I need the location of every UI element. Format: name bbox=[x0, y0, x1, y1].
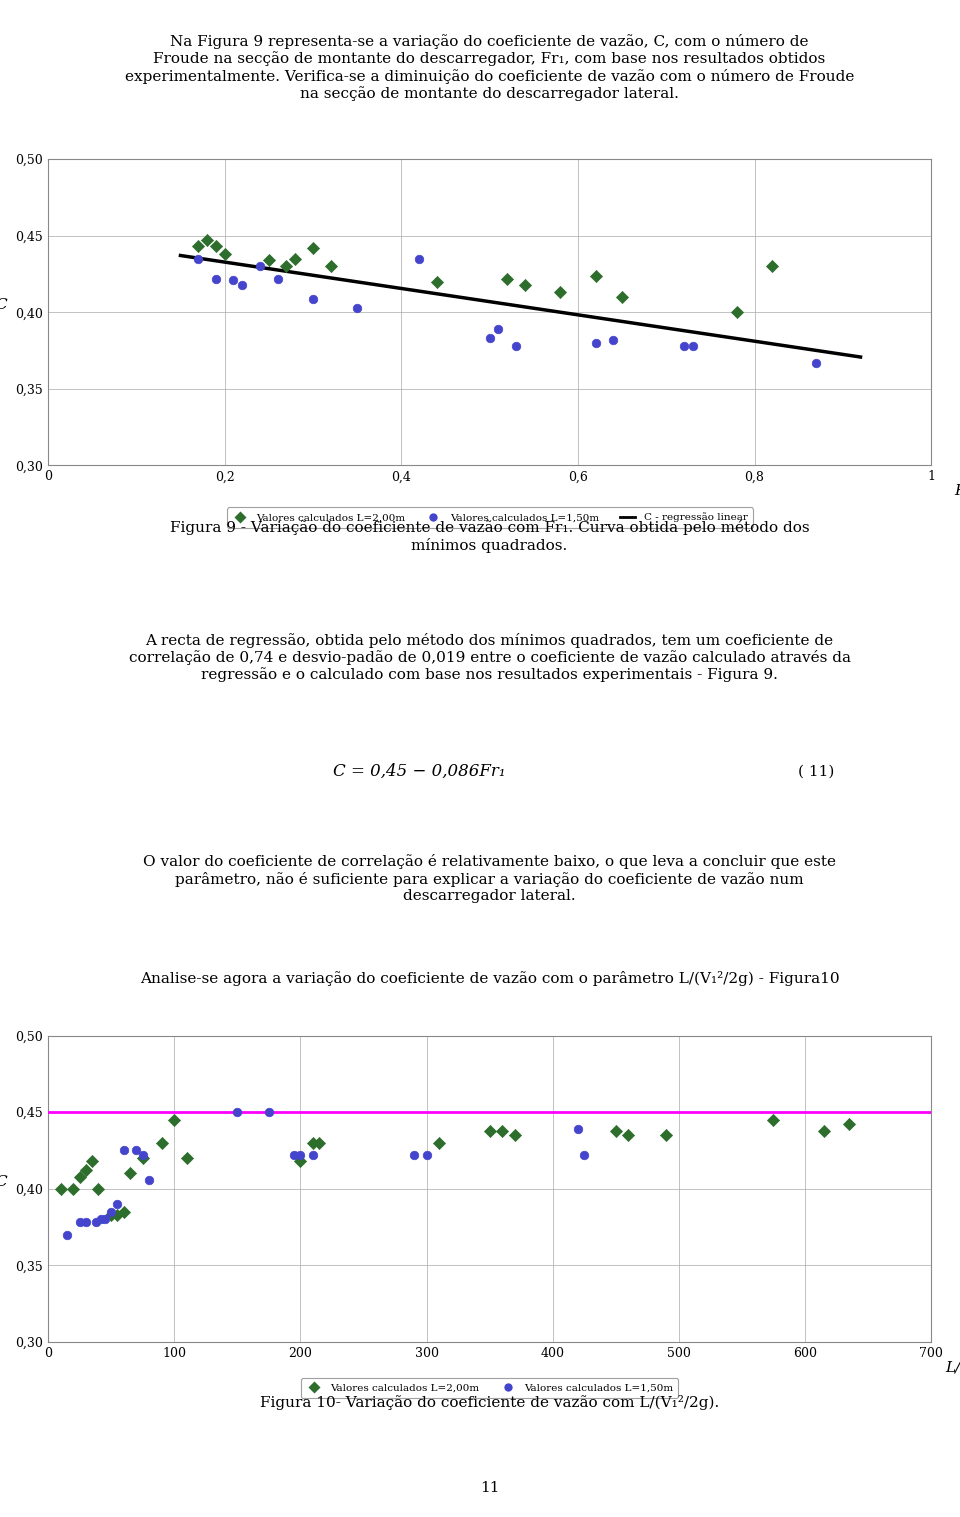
Point bbox=[84, 1148, 100, 1173]
Text: Figura 10- Variação do coeficiente de vazão com L/(V₁²/2g).: Figura 10- Variação do coeficiente de va… bbox=[260, 1396, 719, 1411]
Point bbox=[200, 228, 215, 252]
Point bbox=[349, 296, 365, 320]
Point bbox=[261, 249, 276, 273]
Point bbox=[109, 1192, 125, 1217]
Point bbox=[305, 1130, 321, 1154]
Point bbox=[588, 331, 603, 355]
Point bbox=[570, 1117, 586, 1141]
Point bbox=[135, 1142, 151, 1167]
Point bbox=[190, 247, 205, 272]
X-axis label: Fr₁: Fr₁ bbox=[954, 484, 960, 498]
Point bbox=[293, 1142, 308, 1167]
Point bbox=[116, 1138, 132, 1162]
X-axis label: L/(V1²/2g): L/(V1²/2g) bbox=[945, 1361, 960, 1376]
Point bbox=[97, 1208, 112, 1232]
Text: 11: 11 bbox=[480, 1481, 499, 1494]
Y-axis label: C: C bbox=[0, 299, 7, 313]
Point bbox=[60, 1223, 75, 1247]
Point bbox=[816, 1118, 831, 1142]
Point bbox=[141, 1168, 156, 1192]
Point bbox=[208, 234, 224, 258]
Point bbox=[180, 1145, 195, 1170]
Point bbox=[288, 247, 303, 272]
Point bbox=[499, 267, 515, 291]
Point bbox=[229, 1100, 245, 1124]
Point bbox=[208, 267, 224, 291]
Point bbox=[104, 1203, 119, 1227]
Text: Na Figura 9 representa-se a variação do coeficiente de vazão, C, com o número de: Na Figura 9 representa-se a variação do … bbox=[125, 33, 854, 100]
Point bbox=[135, 1145, 151, 1170]
Point bbox=[659, 1123, 674, 1147]
Point bbox=[116, 1200, 132, 1224]
Point bbox=[507, 1123, 522, 1147]
Point bbox=[129, 1138, 144, 1162]
Point bbox=[122, 1162, 137, 1186]
Point bbox=[553, 281, 568, 305]
Point bbox=[323, 255, 338, 279]
Point bbox=[286, 1142, 301, 1167]
Point bbox=[305, 235, 321, 259]
Point bbox=[93, 1208, 108, 1232]
Point bbox=[166, 1107, 181, 1132]
Point bbox=[78, 1159, 93, 1183]
Point bbox=[91, 1177, 107, 1201]
Text: C = 0,45 − 0,086Fr₁: C = 0,45 − 0,086Fr₁ bbox=[333, 763, 505, 780]
Point bbox=[608, 1118, 623, 1142]
Point bbox=[429, 270, 444, 294]
Text: ( 11): ( 11) bbox=[798, 765, 834, 778]
Point bbox=[234, 273, 250, 297]
Point bbox=[104, 1200, 119, 1224]
Point bbox=[88, 1211, 104, 1235]
Point bbox=[312, 1130, 327, 1154]
Point bbox=[517, 273, 533, 297]
Text: O valor do coeficiente de correlação é relativamente baixo, o que leva a conclui: O valor do coeficiente de correlação é r… bbox=[143, 854, 836, 903]
Point bbox=[53, 1177, 68, 1201]
Point bbox=[293, 1148, 308, 1173]
Point bbox=[588, 264, 603, 288]
Point bbox=[78, 1211, 93, 1235]
Point bbox=[406, 1142, 421, 1167]
Point bbox=[252, 255, 268, 279]
Point bbox=[730, 300, 745, 325]
Point bbox=[305, 287, 321, 311]
Y-axis label: C: C bbox=[0, 1174, 7, 1189]
Text: Analise-se agora a variação do coeficiente de vazão com o parâmetro L/(V₁²/2g) -: Analise-se agora a variação do coeficien… bbox=[140, 971, 839, 986]
Point bbox=[842, 1112, 857, 1136]
Point bbox=[270, 267, 285, 291]
Point bbox=[614, 285, 630, 309]
Point bbox=[431, 1130, 446, 1154]
Point bbox=[154, 1130, 169, 1154]
Point bbox=[482, 1118, 497, 1142]
Point bbox=[226, 269, 241, 293]
Point bbox=[577, 1142, 592, 1167]
Point bbox=[766, 1107, 781, 1132]
Legend: Valores calculados L=2,00m, Valores calculados L=1,50m: Valores calculados L=2,00m, Valores calc… bbox=[300, 1377, 679, 1399]
Point bbox=[305, 1142, 321, 1167]
Point bbox=[764, 255, 780, 279]
Point bbox=[606, 328, 621, 352]
Point bbox=[621, 1123, 636, 1147]
Point bbox=[419, 1142, 434, 1167]
Point bbox=[217, 243, 232, 267]
Text: Figura 9 - Variação do coeficiente de vazão com Fr₁. Curva obtida pelo método do: Figura 9 - Variação do coeficiente de va… bbox=[170, 520, 809, 552]
Point bbox=[72, 1211, 87, 1235]
Point bbox=[491, 317, 506, 341]
Point bbox=[65, 1177, 81, 1201]
Point bbox=[494, 1118, 510, 1142]
Point bbox=[685, 334, 701, 358]
Text: A recta de regressão, obtida pelo método dos mínimos quadrados, tem um coeficien: A recta de regressão, obtida pelo método… bbox=[129, 633, 851, 683]
Point bbox=[72, 1165, 87, 1189]
Legend: Valores calculados L=2,00m, Valores calculados L=1,50m, C - regressão linear: Valores calculados L=2,00m, Valores calc… bbox=[227, 507, 753, 528]
Point bbox=[411, 247, 426, 272]
Point bbox=[509, 334, 524, 358]
Point bbox=[808, 350, 824, 375]
Point bbox=[676, 334, 691, 358]
Point bbox=[109, 1203, 125, 1227]
Point bbox=[261, 1100, 276, 1124]
Point bbox=[190, 234, 205, 258]
Point bbox=[482, 326, 497, 350]
Point bbox=[278, 255, 294, 279]
